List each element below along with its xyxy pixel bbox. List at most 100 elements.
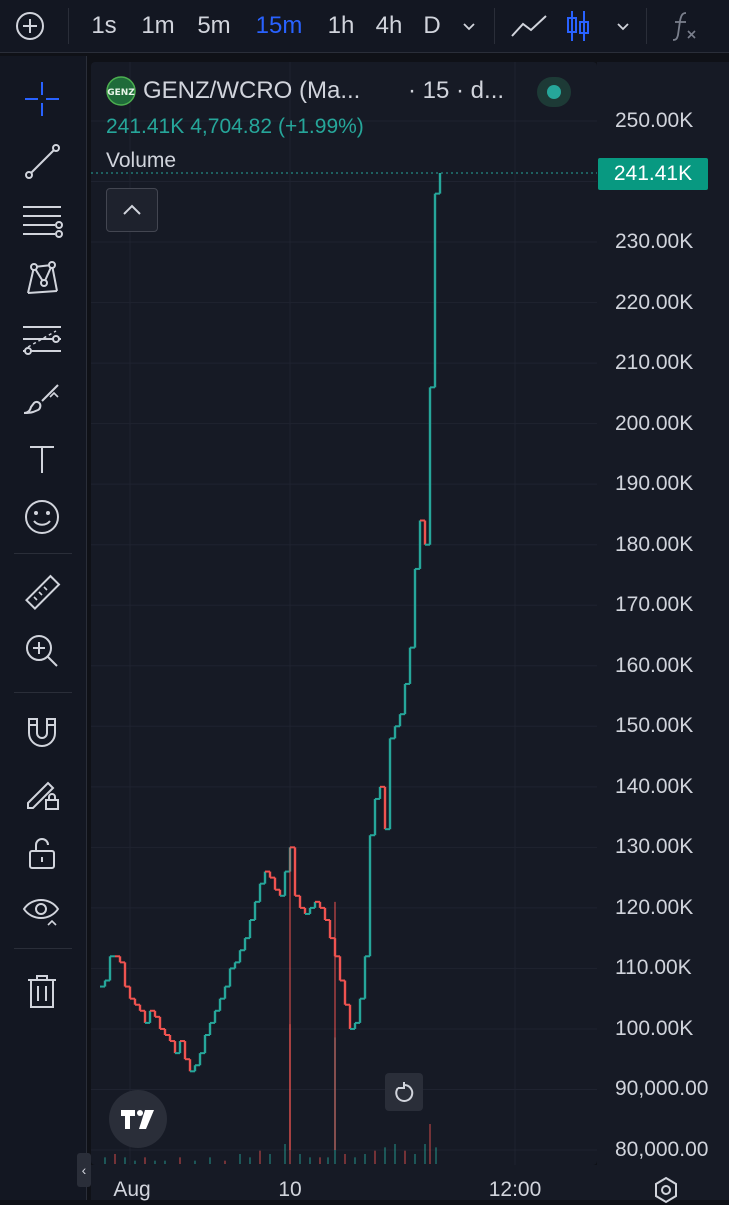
volume-bar [429, 1124, 431, 1164]
volume-bar [299, 1154, 301, 1164]
ruler-icon[interactable] [17, 568, 67, 618]
add-symbol-icon[interactable] [10, 0, 50, 52]
y-tick-label: 140.00K [615, 774, 694, 798]
y-tick-label: 80,000.00 [615, 1138, 709, 1161]
y-tick-label: 100.00K [615, 1016, 694, 1040]
projection-icon[interactable] [17, 314, 67, 364]
market-status-indicator[interactable] [537, 77, 571, 107]
legend-last-price: 241.41K [106, 115, 185, 138]
volume-bar [327, 1157, 329, 1164]
volume-bar [404, 1150, 406, 1164]
trash-icon[interactable] [17, 966, 67, 1016]
time-scale[interactable] [91, 1165, 729, 1200]
volume-bar [394, 1144, 396, 1164]
indicators-icon[interactable] [664, 0, 704, 52]
y-tick-label: 230.00K [615, 230, 694, 254]
legend-change-pct: (+1.99%) [278, 115, 364, 138]
trendline-icon[interactable] [17, 136, 67, 186]
symbol-logo[interactable]: GENZ [106, 76, 136, 106]
volume-bar [104, 1157, 106, 1164]
collapse-toolbar-button[interactable]: ‹ [77, 1153, 91, 1187]
volume-bar [259, 1150, 261, 1164]
collapse-legend-button[interactable] [106, 188, 158, 232]
interval-15m[interactable]: 15m [255, 12, 303, 39]
volume-bar [179, 1157, 181, 1164]
volume-bar [239, 1154, 241, 1164]
volume-indicator-label[interactable]: Volume [106, 149, 177, 172]
legend-change: 4,704.82 [190, 115, 272, 138]
volume-bar [194, 1160, 196, 1164]
symbol-title[interactable]: GENZ/WCRO (Ma... [143, 77, 361, 104]
y-tick-label: 190.00K [615, 472, 694, 496]
chevron-down-icon[interactable] [456, 0, 482, 52]
interval-5m[interactable]: 5m [197, 12, 231, 39]
volume-bar [144, 1157, 146, 1164]
drawing-toolbar [0, 56, 87, 1200]
volume-bar [114, 1154, 116, 1164]
y-tick-label: 170.00K [615, 593, 694, 617]
volume-bar [424, 1144, 426, 1164]
x-tick-label: Aug [113, 1178, 151, 1201]
y-tick-label: 220.00K [615, 290, 694, 314]
magnet-icon[interactable] [17, 708, 67, 758]
volume-bar [319, 1157, 321, 1164]
interval-4h[interactable]: 4h [375, 12, 403, 39]
candles-icon[interactable] [560, 0, 596, 52]
y-tick-label: 150.00K [615, 714, 694, 738]
pattern-icon[interactable] [17, 254, 67, 304]
reset-chart-button[interactable] [385, 1073, 423, 1111]
y-tick-label: 160.00K [615, 653, 694, 677]
volume-bar [209, 1157, 211, 1164]
y-tick-label: 210.00K [615, 351, 694, 375]
y-tick-label: 120.00K [615, 895, 694, 919]
tradingview-logo-icon[interactable] [109, 1090, 167, 1148]
y-tick-label: 200.00K [615, 411, 694, 435]
y-tick-label: 180.00K [615, 532, 694, 556]
volume-bar [164, 1160, 166, 1164]
volume-bar [354, 1157, 356, 1164]
lock-drawing-icon[interactable] [17, 768, 67, 818]
eye-icon[interactable] [17, 886, 67, 936]
text-icon[interactable] [17, 434, 67, 484]
y-tick-label: 90,000.00 [615, 1077, 709, 1101]
interval-1s[interactable]: 1s [91, 12, 117, 39]
volume-bar [284, 1144, 286, 1164]
volume-bar [374, 1150, 376, 1164]
volume-bar [154, 1160, 156, 1164]
last-price-badge: 241.41K [598, 158, 708, 190]
emoji-icon[interactable] [17, 492, 67, 542]
volume-bar [134, 1160, 136, 1164]
volume-bar [364, 1154, 366, 1164]
legend-values: 241.41K 4,704.82 (+1.99%) [106, 115, 370, 139]
volume-bar [384, 1147, 386, 1164]
legend-interval: · 15 · d... [408, 77, 505, 104]
y-tick-label: 110.00K [615, 956, 692, 980]
volume-bar [414, 1154, 416, 1164]
chevron-down-icon[interactable] [610, 0, 636, 52]
fib-icon[interactable] [17, 196, 67, 246]
interval-1m[interactable]: 1m [141, 12, 175, 39]
volume-bar [224, 1160, 226, 1164]
volume-bar [344, 1154, 346, 1164]
y-tick-label: 130.00K [615, 835, 694, 859]
x-tick-label: 10 [278, 1178, 302, 1201]
line-chart-icon[interactable] [506, 0, 552, 52]
volume-bar [269, 1154, 271, 1164]
brush-icon[interactable] [17, 374, 67, 424]
interval-1h[interactable]: 1h [327, 12, 355, 39]
x-tick-label: 12:00 [488, 1178, 542, 1201]
y-tick-label: 250.00K [615, 109, 694, 132]
settings-gear-icon[interactable] [651, 1175, 681, 1205]
volume-bar [249, 1157, 251, 1164]
crosshair-icon[interactable] [17, 74, 67, 124]
volume-bar [435, 1147, 437, 1164]
volume-bar [124, 1157, 126, 1164]
top-toolbar: 1s 1m 5m 15m 1h 4h D [0, 0, 729, 53]
zoom-in-icon[interactable] [17, 626, 67, 676]
svg-text:GENZ: GENZ [107, 88, 135, 98]
price-scale[interactable] [597, 62, 729, 1165]
volume-bar [309, 1157, 311, 1164]
unlock-icon[interactable] [17, 828, 67, 878]
interval-d[interactable]: D [423, 12, 441, 39]
